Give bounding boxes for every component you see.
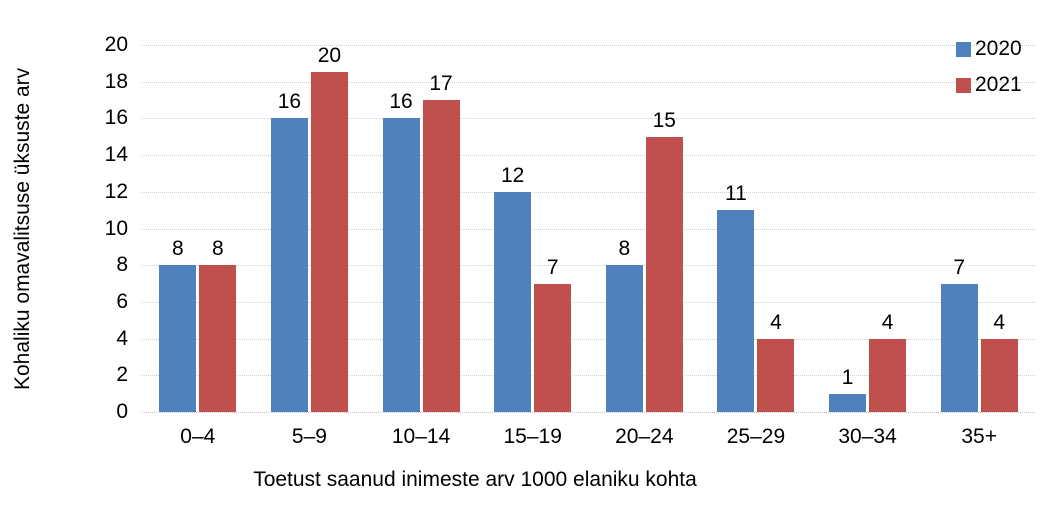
bar-2021-25–29 xyxy=(757,338,795,412)
data-label-2020-10–14: 16 xyxy=(389,90,413,114)
bar-2021-0–4 xyxy=(199,265,237,412)
bar-column-2020-25–29: 11 xyxy=(717,45,755,412)
legend-item-2021: 2021 xyxy=(956,73,1022,97)
bar-column-2020-20–24: 8 xyxy=(605,45,643,412)
y-tick-label-14: 14 xyxy=(104,143,128,167)
legend: 2020 2021 xyxy=(956,37,1022,97)
x-category-label-15–19: 15–19 xyxy=(503,425,562,448)
data-label-2021-30–34: 4 xyxy=(881,310,894,334)
bar-2020-20–24 xyxy=(605,265,643,412)
x-category-label-10–14: 10–14 xyxy=(391,425,451,448)
bar-column-2021-35+: 4 xyxy=(980,45,1018,412)
bar-2021-5–9 xyxy=(310,72,348,412)
legend-label-2021: 2021 xyxy=(975,73,1022,96)
bar-group-25–29: 11 4 xyxy=(700,45,812,412)
x-category-label-30–34: 30–34 xyxy=(838,425,897,448)
bar-column-2021-25–29: 4 xyxy=(757,45,795,412)
bar-column-2021-0–4: 8 xyxy=(199,45,237,412)
bar-column-2020-30–34: 1 xyxy=(829,45,867,412)
y-tick-label-18: 18 xyxy=(104,69,128,93)
data-label-2021-10–14: 17 xyxy=(429,72,453,96)
bar-2021-15–19 xyxy=(534,283,572,412)
y-tick-label-16: 16 xyxy=(104,106,128,130)
bar-column-2021-20–24: 15 xyxy=(645,45,683,412)
bar-2020-10–14 xyxy=(382,118,420,412)
y-tick-label-2: 2 xyxy=(116,363,128,387)
bar-column-2020-15–19: 12 xyxy=(494,45,532,412)
bar-group-5–9: 16 20 xyxy=(254,45,366,412)
data-label-2020-15–19: 12 xyxy=(501,163,525,187)
x-axis-title: Toetust saanud inimeste arv 1000 elaniku… xyxy=(253,468,697,491)
y-tick-label-20: 20 xyxy=(104,33,128,56)
bar-column-2020-5–9: 16 xyxy=(270,45,308,412)
data-label-2020-5–9: 16 xyxy=(277,90,302,114)
bar-group-20–24: 8 15 xyxy=(589,45,701,412)
bar-group-10–14: 16 17 xyxy=(365,45,477,412)
data-label-2021-0–4: 8 xyxy=(211,237,224,261)
y-tick-label-6: 6 xyxy=(116,289,128,313)
gridline-14 xyxy=(142,155,1035,157)
bar-column-2021-30–34: 4 xyxy=(869,45,907,412)
gridline-20 xyxy=(142,45,1035,46)
bar-2021-10–14 xyxy=(422,100,460,412)
legend-label-2020: 2020 xyxy=(975,37,1022,60)
bar-2020-35+ xyxy=(940,283,978,412)
bar-column-2021-10–14: 17 xyxy=(422,45,460,412)
y-axis-title: Kohaliku omavalitsuse üksuste arv xyxy=(11,67,34,390)
bar-2021-30–34 xyxy=(869,338,907,412)
bar-column-2020-35+: 7 xyxy=(940,45,978,412)
x-axis-line xyxy=(142,412,1035,413)
x-category-label-20–24: 20–24 xyxy=(615,425,674,448)
data-label-2020-35+: 7 xyxy=(953,255,966,279)
bar-2020-25–29 xyxy=(717,210,755,412)
data-label-2021-25–29: 4 xyxy=(770,310,782,334)
bar-2021-35+ xyxy=(980,338,1018,412)
data-label-2021-5–9: 20 xyxy=(317,44,342,67)
bar-2021-20–24 xyxy=(645,136,683,412)
gridline-10 xyxy=(142,228,1035,230)
bar-column-2021-5–9: 20 xyxy=(310,44,348,412)
data-label-2020-25–29: 11 xyxy=(725,182,747,206)
x-category-label-35+: 35+ xyxy=(961,425,997,448)
y-tick-label-0: 0 xyxy=(116,400,128,423)
y-tick-label-4: 4 xyxy=(116,326,128,350)
y-tick-label-12: 12 xyxy=(104,179,128,203)
y-tick-label-10: 10 xyxy=(104,216,128,240)
x-category-label-5–9: 5–9 xyxy=(291,425,327,448)
bar-2020-30–34 xyxy=(829,393,867,412)
data-label-2021-35+: 4 xyxy=(993,310,1006,334)
data-label-2020-0–4: 8 xyxy=(171,237,184,261)
bar-group-15–19: 12 7 xyxy=(477,45,589,412)
gridline-8 xyxy=(142,265,1035,267)
x-category-label-25–29: 25–29 xyxy=(726,425,786,448)
data-label-2020-30–34: 1 xyxy=(841,365,854,389)
bar-2020-0–4 xyxy=(159,265,197,412)
x-axis-category-labels: 0–4 5–9 10–14 15–19 20–24 25–29 30–34 35+ xyxy=(142,424,1035,450)
legend-swatch-2020 xyxy=(956,41,971,57)
gridline-4 xyxy=(142,338,1035,340)
gridline-16 xyxy=(142,118,1035,120)
bar-column-2021-15–19: 7 xyxy=(534,45,572,412)
gridline-18 xyxy=(142,81,1035,83)
bar-2020-15–19 xyxy=(494,191,532,412)
gridline-6 xyxy=(142,301,1035,303)
bar-2020-5–9 xyxy=(270,118,308,412)
y-tick-label-8: 8 xyxy=(116,253,128,277)
plot-area: 8 8 16 20 16 17 12 7 8 15 11 4 1 4 7 4 xyxy=(142,45,1035,413)
gridline-12 xyxy=(142,191,1035,193)
data-label-2021-20–24: 15 xyxy=(652,108,676,132)
data-label-2020-20–24: 8 xyxy=(618,237,631,261)
bar-column-2020-10–14: 16 xyxy=(382,45,420,412)
legend-item-2020: 2020 xyxy=(956,37,1022,61)
data-label-2021-15–19: 7 xyxy=(546,255,559,279)
bar-column-2020-0–4: 8 xyxy=(159,45,197,412)
x-category-label-0–4: 0–4 xyxy=(180,425,216,448)
legend-swatch-2021 xyxy=(956,77,971,93)
gridline-2 xyxy=(142,375,1035,377)
